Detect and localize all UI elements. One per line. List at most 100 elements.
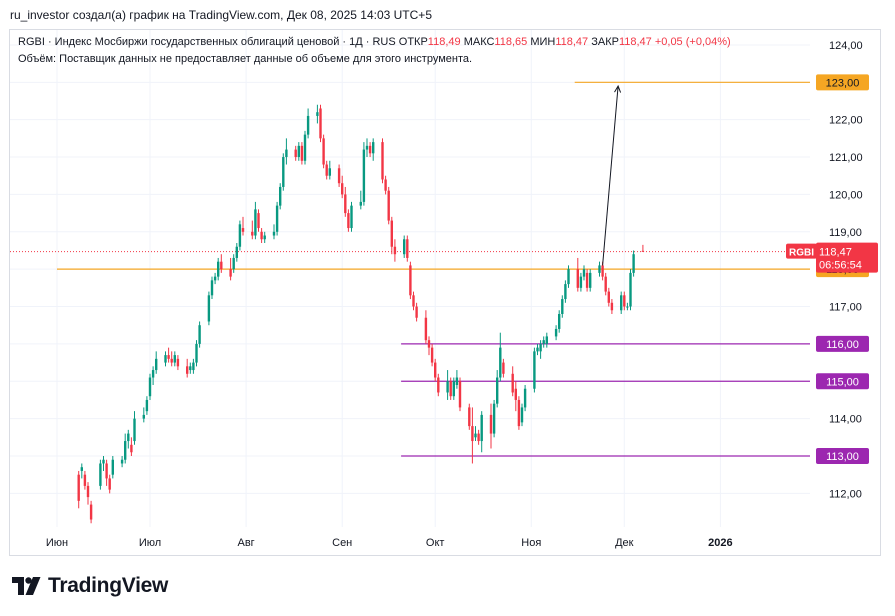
candle-body [151, 370, 155, 378]
candle-body [576, 269, 579, 288]
candle-body [589, 272, 592, 288]
x-tick-label: Июл [139, 537, 161, 549]
candle-body [344, 194, 347, 214]
chart-caption: ru_investor создал(а) график на TradingV… [10, 8, 432, 22]
candle-body [561, 299, 564, 314]
legend-high-value: 118,65 [494, 36, 528, 48]
candle-body [124, 441, 127, 460]
candle-body [567, 269, 570, 285]
candle-body [279, 186, 282, 206]
level-price-label: 123,00 [826, 77, 860, 89]
candle-body [257, 213, 260, 229]
candle-body [446, 381, 449, 393]
candle-body [285, 149, 288, 158]
tradingview-logo-text: TradingView [48, 574, 169, 597]
x-tick-label: Авг [237, 537, 254, 549]
y-tick-label: 124,00 [829, 40, 863, 52]
candle-body [629, 272, 632, 307]
candle-body [412, 295, 415, 307]
candle-body [406, 239, 409, 258]
candle-body [282, 157, 285, 187]
candle-body [322, 138, 325, 165]
candle-body [520, 407, 524, 423]
candle-body [300, 145, 304, 161]
candle-body [492, 403, 496, 434]
level-price-label: 115,00 [826, 376, 859, 388]
legend-low-label: МИН [530, 36, 556, 48]
level-price-label: 113,00 [826, 451, 859, 463]
candle-body [579, 276, 583, 288]
legend-low-value: 118,47 [555, 36, 589, 48]
level-price-tag [816, 335, 869, 352]
candle-body [328, 168, 331, 176]
candle-body [468, 407, 471, 427]
candle-body [598, 265, 601, 273]
chart-frame[interactable] [9, 29, 881, 556]
candle-body [514, 388, 517, 400]
candle-body [623, 295, 626, 307]
candle-body [127, 433, 130, 442]
candle-body [533, 351, 536, 389]
y-tick-label: 122,00 [829, 115, 863, 127]
candle-body [235, 246, 238, 258]
symbol-tag-label: RGBI [789, 248, 814, 259]
legend-title: RGBI · Индекс Мосбиржи государственных о… [18, 36, 396, 48]
candle-body [164, 355, 167, 363]
candle-body [83, 474, 87, 486]
candle-body [108, 478, 111, 490]
candle-body [372, 142, 375, 154]
bar-countdown: 06:56:54 [819, 260, 862, 272]
candle-body [238, 224, 242, 247]
tradingview-logo[interactable]: TradingView [12, 574, 168, 598]
candle-body [362, 149, 366, 202]
candle-body [393, 246, 397, 255]
candle-body [319, 108, 322, 139]
symbol-tag [786, 243, 817, 259]
candle-body [347, 213, 350, 229]
candle-body [77, 474, 80, 501]
arrow-head [614, 84, 622, 93]
candle-body [607, 291, 610, 303]
candle-body [499, 347, 502, 378]
candle-body [610, 302, 614, 311]
candle-body [517, 399, 521, 427]
candle-body [350, 205, 353, 229]
y-tick-label: 119,00 [829, 227, 862, 239]
x-tick-label: Дек [615, 537, 634, 549]
candle-body [210, 280, 214, 296]
candle-body [427, 340, 431, 348]
candle-body [539, 343, 542, 352]
candle-body [511, 373, 514, 393]
y-tick-label: 120,00 [829, 189, 863, 201]
candle-body [585, 272, 589, 288]
candle-body [582, 269, 586, 277]
x-tick-label: Ноя [521, 537, 541, 549]
annotation-overlay [602, 84, 622, 266]
candle-body [232, 257, 235, 270]
arrow-line [602, 86, 619, 266]
y-tick-label: 121,00 [829, 152, 863, 164]
candle-body [102, 459, 105, 464]
legend-change: +0,05 (+0,04%) [654, 36, 731, 48]
candle-body [142, 414, 145, 419]
legend-ohlc: RGBI · Индекс Мосбиржи государственных о… [18, 36, 731, 48]
candle-body [155, 358, 158, 371]
candle-body [263, 235, 266, 240]
horizontal-levels [10, 81, 810, 457]
candle-body [189, 366, 192, 371]
candle-body [403, 239, 406, 255]
candle-body [452, 381, 455, 397]
candle-body [626, 306, 629, 308]
x-tick-label: Сен [332, 537, 352, 549]
time-axis: Июн Июл Авг Сен Окт Ноя Дек 2026 [46, 537, 733, 549]
candle-body [480, 414, 483, 442]
candle-body [458, 381, 462, 408]
candle-body [434, 362, 437, 378]
candle-body [601, 265, 604, 277]
candle-body [523, 388, 527, 408]
candle-body [213, 276, 217, 281]
level-price-tag [816, 74, 869, 91]
candle-body [632, 254, 635, 273]
candle-body [430, 347, 434, 363]
